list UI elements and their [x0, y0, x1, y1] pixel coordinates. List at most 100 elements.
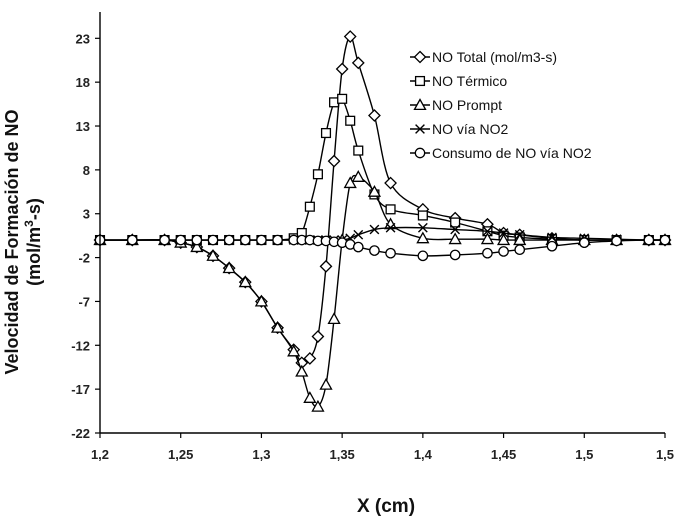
data-point — [498, 246, 509, 257]
legend-item: Consumo de NO vía NO2 — [410, 145, 592, 161]
data-point — [175, 234, 187, 246]
data-point — [385, 222, 396, 233]
y-tick-label: -2 — [78, 251, 90, 266]
y-tick-label: 8 — [83, 163, 90, 178]
y-axis-label-line2: (mol/m3-s) — [22, 198, 44, 286]
data-point — [417, 250, 429, 262]
data-point — [304, 201, 315, 212]
data-point — [385, 247, 396, 259]
data-point — [327, 154, 341, 168]
x-tick-label: 1,5 — [656, 447, 674, 462]
y-tick-label: 23 — [76, 31, 90, 46]
y-axis-label: Velocidad de Formación de NO (mol/m3-s) — [2, 109, 44, 374]
data-point — [353, 229, 364, 240]
y-tick-label: -12 — [71, 338, 90, 353]
legend-label: NO Total (mol/m3-s) — [432, 49, 557, 65]
data-point — [611, 235, 622, 247]
data-point — [343, 176, 357, 189]
series-layer — [93, 30, 672, 412]
data-point — [367, 184, 382, 197]
y-tick-label: 3 — [83, 207, 90, 222]
data-point — [417, 210, 428, 221]
legend-item: NO vía NO2 — [410, 121, 508, 137]
legend-marker — [414, 147, 426, 159]
series-diamond — [93, 30, 672, 370]
data-point — [190, 240, 204, 253]
series-circle — [94, 234, 671, 262]
legend-label: NO Prompt — [432, 97, 502, 113]
data-point — [480, 232, 495, 245]
data-point — [335, 62, 349, 76]
legend-marker — [413, 98, 427, 111]
x-tick-label: 1,35 — [329, 447, 354, 462]
data-point — [272, 234, 283, 246]
data-point — [206, 248, 220, 261]
data-point — [448, 232, 462, 245]
data-point — [498, 228, 509, 238]
y-axis-label-line2-prefix: (mol/m — [24, 227, 44, 286]
data-point — [368, 109, 381, 122]
x-tick-label: 1,4 — [414, 447, 433, 462]
data-point — [295, 364, 309, 377]
data-point — [270, 320, 285, 333]
data-point — [546, 240, 558, 252]
y-axis-label-line1: Velocidad de Formación de NO — [2, 109, 22, 374]
data-point — [337, 93, 348, 104]
data-point — [312, 169, 323, 180]
data-point — [319, 259, 333, 273]
data-point — [450, 217, 461, 228]
data-point — [303, 391, 317, 403]
data-point — [384, 176, 397, 190]
data-point — [303, 352, 317, 365]
y-tick-label: -7 — [78, 294, 90, 309]
x-tick-label: 1,45 — [491, 447, 516, 462]
data-point — [254, 294, 269, 307]
x-axis-label: X (cm) — [357, 496, 415, 517]
data-point — [351, 56, 365, 70]
data-point — [126, 234, 138, 246]
legend-item: NO Prompt — [410, 97, 502, 113]
data-point — [238, 275, 252, 288]
data-point — [482, 226, 493, 237]
series-line — [99, 174, 665, 408]
data-point — [369, 224, 380, 235]
x-tick-label: 1,5 — [575, 447, 593, 462]
legend-marker — [413, 50, 427, 64]
data-point — [496, 233, 511, 246]
series-square — [94, 93, 671, 246]
data-point — [353, 145, 364, 156]
legend-marker — [414, 75, 426, 87]
data-point — [416, 231, 430, 244]
y-tick-label: -22 — [71, 426, 90, 441]
legend-item: NO Térmico — [410, 73, 507, 89]
data-point — [311, 330, 325, 343]
axis-layer: 23 18 13 8 3 -2 -7 -12 -17 -221,2 1,25 1,3 1,35 1,4 1,… — [71, 12, 674, 462]
data-point — [287, 344, 301, 357]
data-point — [256, 234, 267, 246]
x-tick-label: 1,3 — [252, 447, 270, 462]
y-tick-label: 13 — [76, 119, 90, 134]
data-point — [223, 234, 235, 246]
series-triangle — [93, 170, 672, 412]
data-point — [417, 222, 428, 233]
data-point — [369, 245, 380, 256]
legend-label: NO vía NO2 — [432, 121, 508, 137]
data-point — [385, 204, 396, 215]
data-point — [351, 170, 365, 182]
data-point — [222, 261, 236, 274]
data-point — [311, 399, 325, 412]
data-point — [343, 30, 357, 43]
data-point — [239, 234, 251, 246]
data-point — [450, 224, 461, 235]
y-axis-label-line2-suffix: -s) — [24, 198, 44, 220]
series-line — [99, 35, 665, 365]
legend-label: Consumo de NO vía NO2 — [432, 145, 592, 161]
data-point — [345, 115, 356, 126]
data-point — [514, 229, 525, 240]
data-point — [352, 241, 364, 253]
data-point — [319, 377, 333, 390]
data-point — [207, 234, 219, 246]
legend-item: NO Total (mol/m3-s) — [410, 49, 557, 65]
data-point — [449, 249, 461, 261]
data-point — [159, 234, 170, 246]
